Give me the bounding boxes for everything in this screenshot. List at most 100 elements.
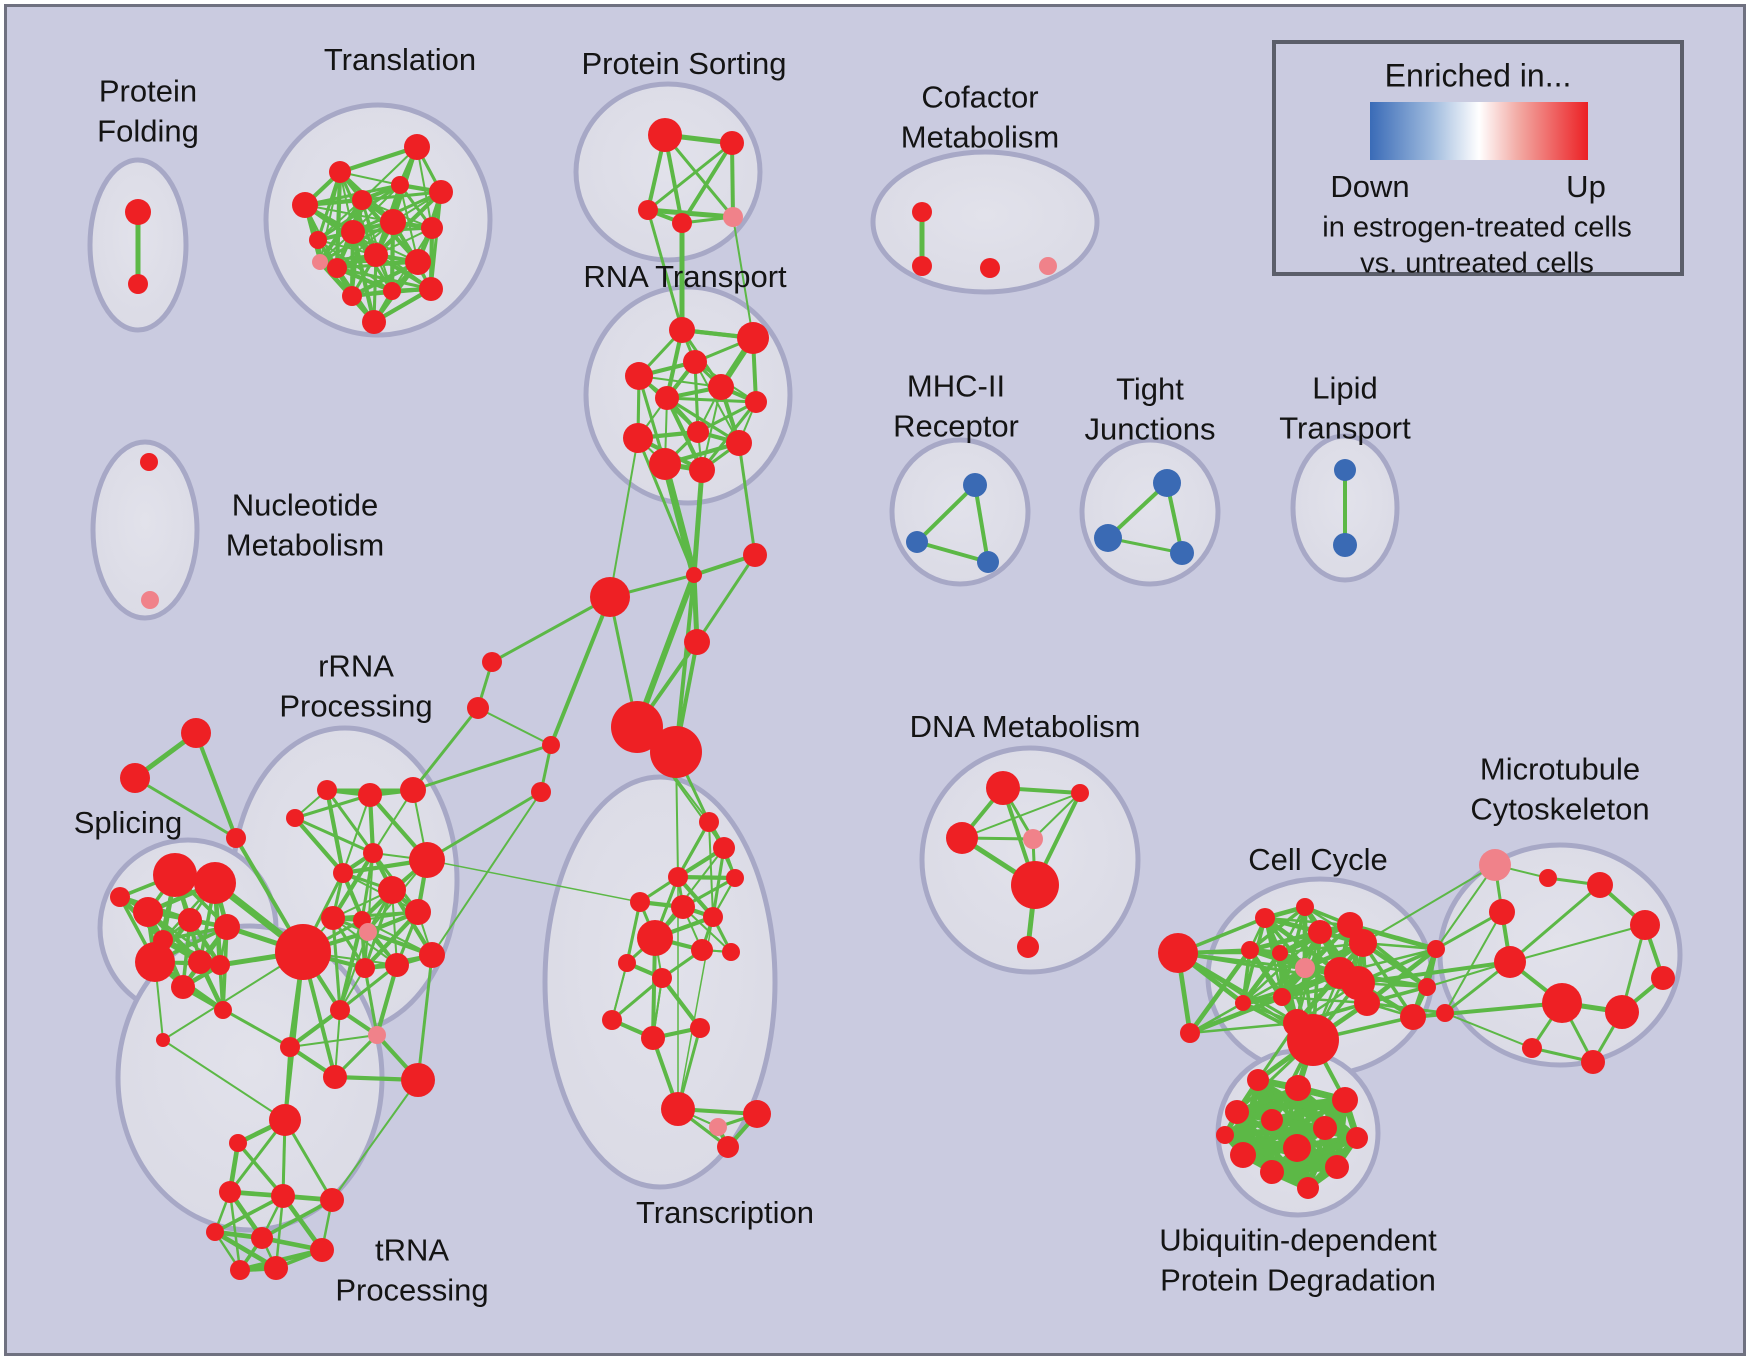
gene-set-node[interactable] xyxy=(419,277,443,301)
gene-set-node[interactable] xyxy=(1285,1075,1311,1101)
gene-set-node[interactable] xyxy=(1346,1127,1368,1149)
gene-set-node[interactable] xyxy=(542,736,560,754)
gene-set-node[interactable] xyxy=(280,1037,300,1057)
gene-set-node[interactable] xyxy=(737,322,769,354)
gene-set-node[interactable] xyxy=(229,1134,247,1152)
gene-set-node[interactable] xyxy=(1295,958,1315,978)
gene-set-node[interactable] xyxy=(1170,541,1194,565)
gene-set-node[interactable] xyxy=(181,718,211,748)
gene-set-node[interactable] xyxy=(404,134,430,160)
gene-set-node[interactable] xyxy=(648,118,682,152)
gene-set-node[interactable] xyxy=(1313,1116,1337,1140)
gene-set-node[interactable] xyxy=(341,220,365,244)
gene-set-node[interactable] xyxy=(1332,1087,1358,1113)
gene-set-node[interactable] xyxy=(269,1104,301,1136)
gene-set-node[interactable] xyxy=(1479,849,1511,881)
gene-set-node[interactable] xyxy=(630,892,650,912)
gene-set-node[interactable] xyxy=(1230,1142,1256,1168)
gene-set-node[interactable] xyxy=(230,1260,250,1280)
gene-set-node[interactable] xyxy=(912,202,932,222)
gene-set-node[interactable] xyxy=(206,1223,224,1241)
gene-set-node[interactable] xyxy=(912,256,932,276)
gene-set-node[interactable] xyxy=(625,362,653,390)
gene-set-node[interactable] xyxy=(194,862,236,904)
gene-set-node[interactable] xyxy=(590,577,630,617)
gene-set-node[interactable] xyxy=(1651,966,1675,990)
gene-set-node[interactable] xyxy=(986,771,1020,805)
gene-set-node[interactable] xyxy=(286,809,304,827)
gene-set-node[interactable] xyxy=(720,131,744,155)
gene-set-node[interactable] xyxy=(1349,929,1377,957)
gene-set-node[interactable] xyxy=(1261,1109,1283,1131)
gene-set-node[interactable] xyxy=(383,282,401,300)
gene-set-node[interactable] xyxy=(726,430,752,456)
gene-set-node[interactable] xyxy=(214,914,240,940)
gene-set-node[interactable] xyxy=(226,828,246,848)
gene-set-node[interactable] xyxy=(1489,899,1515,925)
gene-set-node[interactable] xyxy=(722,943,740,961)
gene-set-node[interactable] xyxy=(178,908,202,932)
gene-set-node[interactable] xyxy=(309,231,327,249)
gene-set-node[interactable] xyxy=(717,1136,739,1158)
gene-set-node[interactable] xyxy=(1325,1155,1349,1179)
gene-set-node[interactable] xyxy=(1023,829,1043,849)
gene-set-node[interactable] xyxy=(703,907,723,927)
gene-set-node[interactable] xyxy=(401,1063,435,1097)
gene-set-node[interactable] xyxy=(1630,910,1660,940)
gene-set-node[interactable] xyxy=(210,955,230,975)
gene-set-node[interactable] xyxy=(140,453,158,471)
gene-set-node[interactable] xyxy=(1260,1160,1284,1184)
gene-set-node[interactable] xyxy=(1071,784,1089,802)
gene-set-node[interactable] xyxy=(133,897,163,927)
gene-set-node[interactable] xyxy=(655,386,679,410)
gene-set-node[interactable] xyxy=(1283,1134,1311,1162)
gene-set-node[interactable] xyxy=(275,924,331,980)
gene-set-node[interactable] xyxy=(723,207,743,227)
gene-set-node[interactable] xyxy=(946,822,978,854)
gene-set-node[interactable] xyxy=(405,899,431,925)
gene-set-node[interactable] xyxy=(708,374,734,400)
gene-set-node[interactable] xyxy=(691,939,713,961)
gene-set-node[interactable] xyxy=(1494,946,1526,978)
gene-set-node[interactable] xyxy=(1225,1100,1249,1124)
gene-set-node[interactable] xyxy=(251,1227,273,1249)
gene-set-node[interactable] xyxy=(650,726,702,778)
gene-set-node[interactable] xyxy=(128,274,148,294)
gene-set-node[interactable] xyxy=(1522,1038,1542,1058)
gene-set-node[interactable] xyxy=(1333,533,1357,557)
gene-set-node[interactable] xyxy=(683,350,707,374)
gene-set-node[interactable] xyxy=(1011,861,1059,909)
gene-set-node[interactable] xyxy=(687,421,709,443)
gene-set-node[interactable] xyxy=(641,1026,665,1050)
gene-set-node[interactable] xyxy=(1094,524,1122,552)
gene-set-node[interactable] xyxy=(125,199,151,225)
gene-set-node[interactable] xyxy=(120,763,150,793)
gene-set-node[interactable] xyxy=(1241,941,1259,959)
gene-set-node[interactable] xyxy=(358,783,382,807)
gene-set-node[interactable] xyxy=(745,391,767,413)
gene-set-node[interactable] xyxy=(1581,1050,1605,1074)
gene-set-node[interactable] xyxy=(327,258,347,278)
gene-set-node[interactable] xyxy=(652,968,672,988)
gene-set-node[interactable] xyxy=(1153,469,1181,497)
gene-set-node[interactable] xyxy=(363,843,383,863)
gene-set-node[interactable] xyxy=(531,782,551,802)
gene-set-node[interactable] xyxy=(156,1033,170,1047)
gene-set-node[interactable] xyxy=(409,842,445,878)
gene-set-node[interactable] xyxy=(1273,988,1291,1006)
gene-set-node[interactable] xyxy=(669,317,695,343)
gene-set-node[interactable] xyxy=(141,591,159,609)
gene-set-node[interactable] xyxy=(1427,940,1445,958)
gene-set-node[interactable] xyxy=(333,863,353,883)
gene-set-node[interactable] xyxy=(684,629,710,655)
gene-set-node[interactable] xyxy=(312,254,328,270)
gene-set-node[interactable] xyxy=(1272,945,1288,961)
gene-set-node[interactable] xyxy=(467,697,489,719)
gene-set-node[interactable] xyxy=(1039,257,1057,275)
gene-set-node[interactable] xyxy=(359,923,377,941)
gene-set-node[interactable] xyxy=(977,551,999,573)
gene-set-node[interactable] xyxy=(1158,933,1198,973)
gene-set-node[interactable] xyxy=(135,942,175,982)
gene-set-node[interactable] xyxy=(362,310,386,334)
gene-set-node[interactable] xyxy=(1283,1009,1311,1037)
